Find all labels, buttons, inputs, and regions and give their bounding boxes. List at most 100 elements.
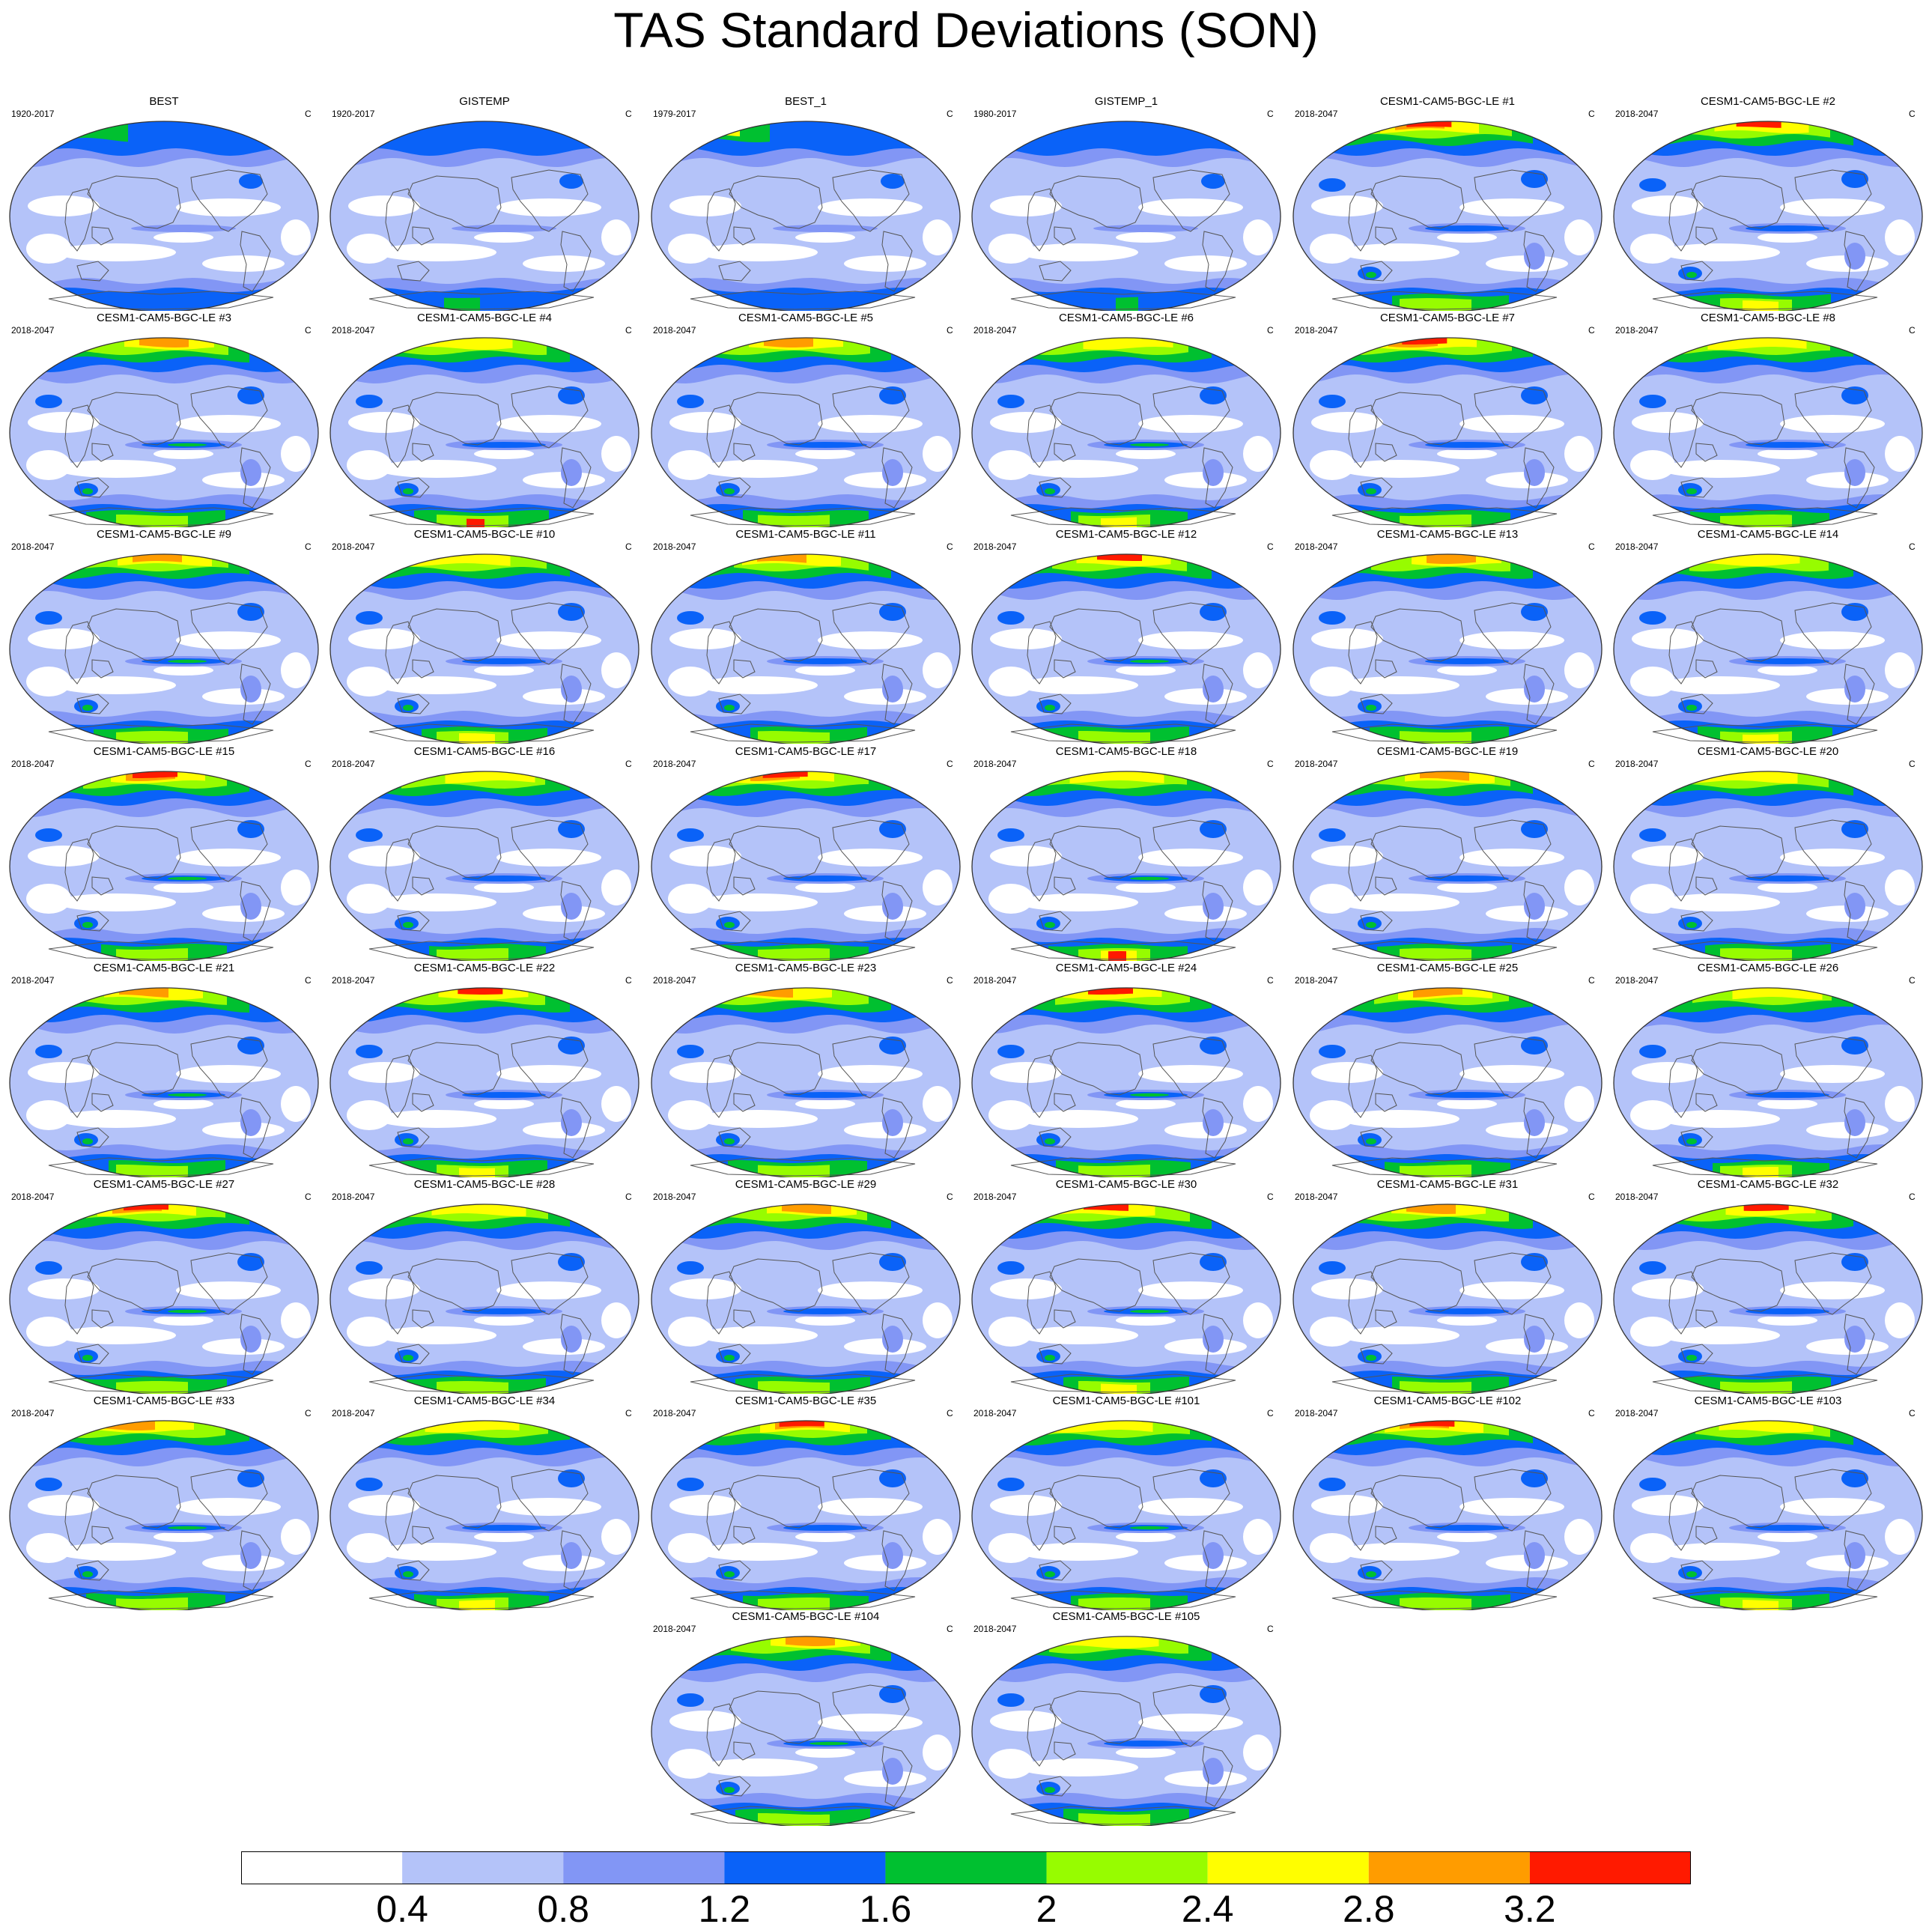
- central-asia-signal: [356, 611, 383, 625]
- colorbar-label: 2.4: [1181, 1888, 1234, 1930]
- low-variance-patch: [988, 1100, 1033, 1130]
- low-variance-patch: [348, 1278, 420, 1299]
- low-variance-patch: [281, 870, 311, 905]
- low-variance-patch: [1311, 1278, 1383, 1299]
- coastline: [412, 659, 434, 679]
- low-variance-patch: [154, 1532, 213, 1542]
- panel-title: CESM1-CAM5-BGC-LE #33: [93, 1395, 235, 1407]
- low-variance-patch: [28, 195, 100, 216]
- page-title: TAS Standard Deviations (SON): [613, 2, 1319, 58]
- low-variance-patch: [1660, 460, 1780, 478]
- coastline: [729, 1690, 823, 1744]
- low-variance-patch: [348, 1495, 420, 1516]
- map-border: [651, 1420, 961, 1610]
- low-variance-patch: [990, 1278, 1062, 1299]
- coastline: [718, 261, 751, 282]
- robinson-map: [1292, 771, 1603, 961]
- coastline: [240, 1314, 271, 1375]
- coastline: [412, 226, 434, 246]
- robinson-map: [1292, 337, 1603, 527]
- north-america-signal: [879, 603, 906, 621]
- coastline: [1331, 1157, 1558, 1177]
- colorbar-label: 0.8: [537, 1888, 589, 1930]
- map-border: [971, 337, 1281, 527]
- sh-band: [1310, 1344, 1584, 1394]
- coastline: [729, 608, 823, 662]
- low-variance-patch: [56, 893, 176, 911]
- panel-title: CESM1-CAM5-BGC-LE #101: [1052, 1395, 1200, 1407]
- coastline: [48, 1374, 274, 1393]
- low-variance-patch: [795, 449, 855, 459]
- coastlines: [1652, 819, 1878, 960]
- panel-units: C: [1267, 541, 1274, 552]
- central-asia-signal: [35, 1261, 62, 1275]
- central-asia-signal: [1639, 1045, 1666, 1058]
- panel-years: 1920-2017: [332, 109, 375, 119]
- contour-field: [330, 1421, 639, 1610]
- coastline: [1152, 1036, 1230, 1099]
- nh-band: [1083, 338, 1173, 350]
- map-panel: CESM1-CAM5-BGC-LE #24 2018-2047 C: [966, 962, 1287, 1177]
- low-variance-patch: [668, 884, 713, 914]
- panel-title: CESM1-CAM5-BGC-LE #21: [93, 962, 235, 974]
- contour-field: [651, 1204, 960, 1394]
- coastlines: [1652, 1252, 1878, 1393]
- low-variance-patch: [281, 436, 311, 472]
- low-variance-patch: [176, 1065, 281, 1083]
- map-panel: CESM1-CAM5-BGC-LE #20 2018-2047 C: [1608, 745, 1928, 961]
- low-variance-patch: [26, 234, 71, 264]
- map-panel: CESM1-CAM5-BGC-LE #6 2018-2047 C: [966, 312, 1287, 527]
- contour-field: [330, 338, 639, 527]
- nh-band: [757, 554, 806, 563]
- coastline: [1360, 911, 1393, 932]
- low-variance-patch: [1340, 893, 1459, 911]
- robinson-map: [329, 553, 640, 744]
- coastline: [64, 621, 94, 685]
- panel-years: 2018-2047: [1295, 541, 1338, 552]
- low-variance-patch: [1340, 1326, 1459, 1344]
- low-variance-patch: [28, 628, 100, 649]
- coastline: [1202, 664, 1233, 725]
- coastline: [397, 1560, 430, 1581]
- coastline: [1370, 1042, 1465, 1096]
- tropical-pacific-core: [1130, 1526, 1169, 1530]
- panel-years: 2018-2047: [1615, 759, 1659, 769]
- panel-title: CESM1-CAM5-BGC-LE #19: [1376, 745, 1519, 758]
- low-variance-patch: [28, 412, 100, 433]
- map-panel: GISTEMP 1920-2017 C: [324, 95, 645, 311]
- coastline: [881, 447, 913, 509]
- colorbar-box: [885, 1851, 1047, 1884]
- coastline: [1348, 1487, 1378, 1551]
- low-variance-patch: [56, 1110, 176, 1128]
- map-border: [1613, 1420, 1923, 1610]
- coastline: [1375, 659, 1397, 679]
- coastline: [64, 1054, 94, 1118]
- sh-band: [347, 911, 621, 961]
- low-variance-patch: [26, 1533, 71, 1563]
- low-variance-patch: [1780, 631, 1885, 649]
- map-panel: CESM1-CAM5-BGC-LE #12 2018-2047 C: [966, 528, 1287, 744]
- coastline: [718, 694, 751, 714]
- coastline: [91, 443, 114, 462]
- panel-years: 2018-2047: [973, 1624, 1017, 1634]
- map-panel: CESM1-CAM5-BGC-LE #22 2018-2047 C: [324, 962, 645, 1177]
- coastlines: [368, 169, 595, 310]
- coastline: [733, 1309, 756, 1329]
- coastline: [91, 226, 114, 246]
- low-variance-patch: [1340, 1110, 1459, 1128]
- panel-title: CESM1-CAM5-BGC-LE #35: [735, 1395, 877, 1407]
- panel-title: CESM1-CAM5-BGC-LE #14: [1697, 528, 1839, 541]
- map-border: [1292, 121, 1603, 311]
- tropical-pacific-band: [462, 442, 546, 448]
- panel-title: CESM1-CAM5-BGC-LE #103: [1694, 1395, 1842, 1407]
- australia-signal: [403, 922, 413, 928]
- coastline: [1039, 477, 1072, 498]
- coastline: [718, 1560, 751, 1581]
- coastline: [706, 188, 736, 252]
- north-america-signal: [237, 603, 264, 621]
- sh-band: [26, 1127, 300, 1177]
- coastline: [407, 175, 502, 229]
- coastline: [385, 188, 415, 252]
- coastline: [397, 1344, 430, 1365]
- tropical-pacific-core: [1130, 876, 1169, 881]
